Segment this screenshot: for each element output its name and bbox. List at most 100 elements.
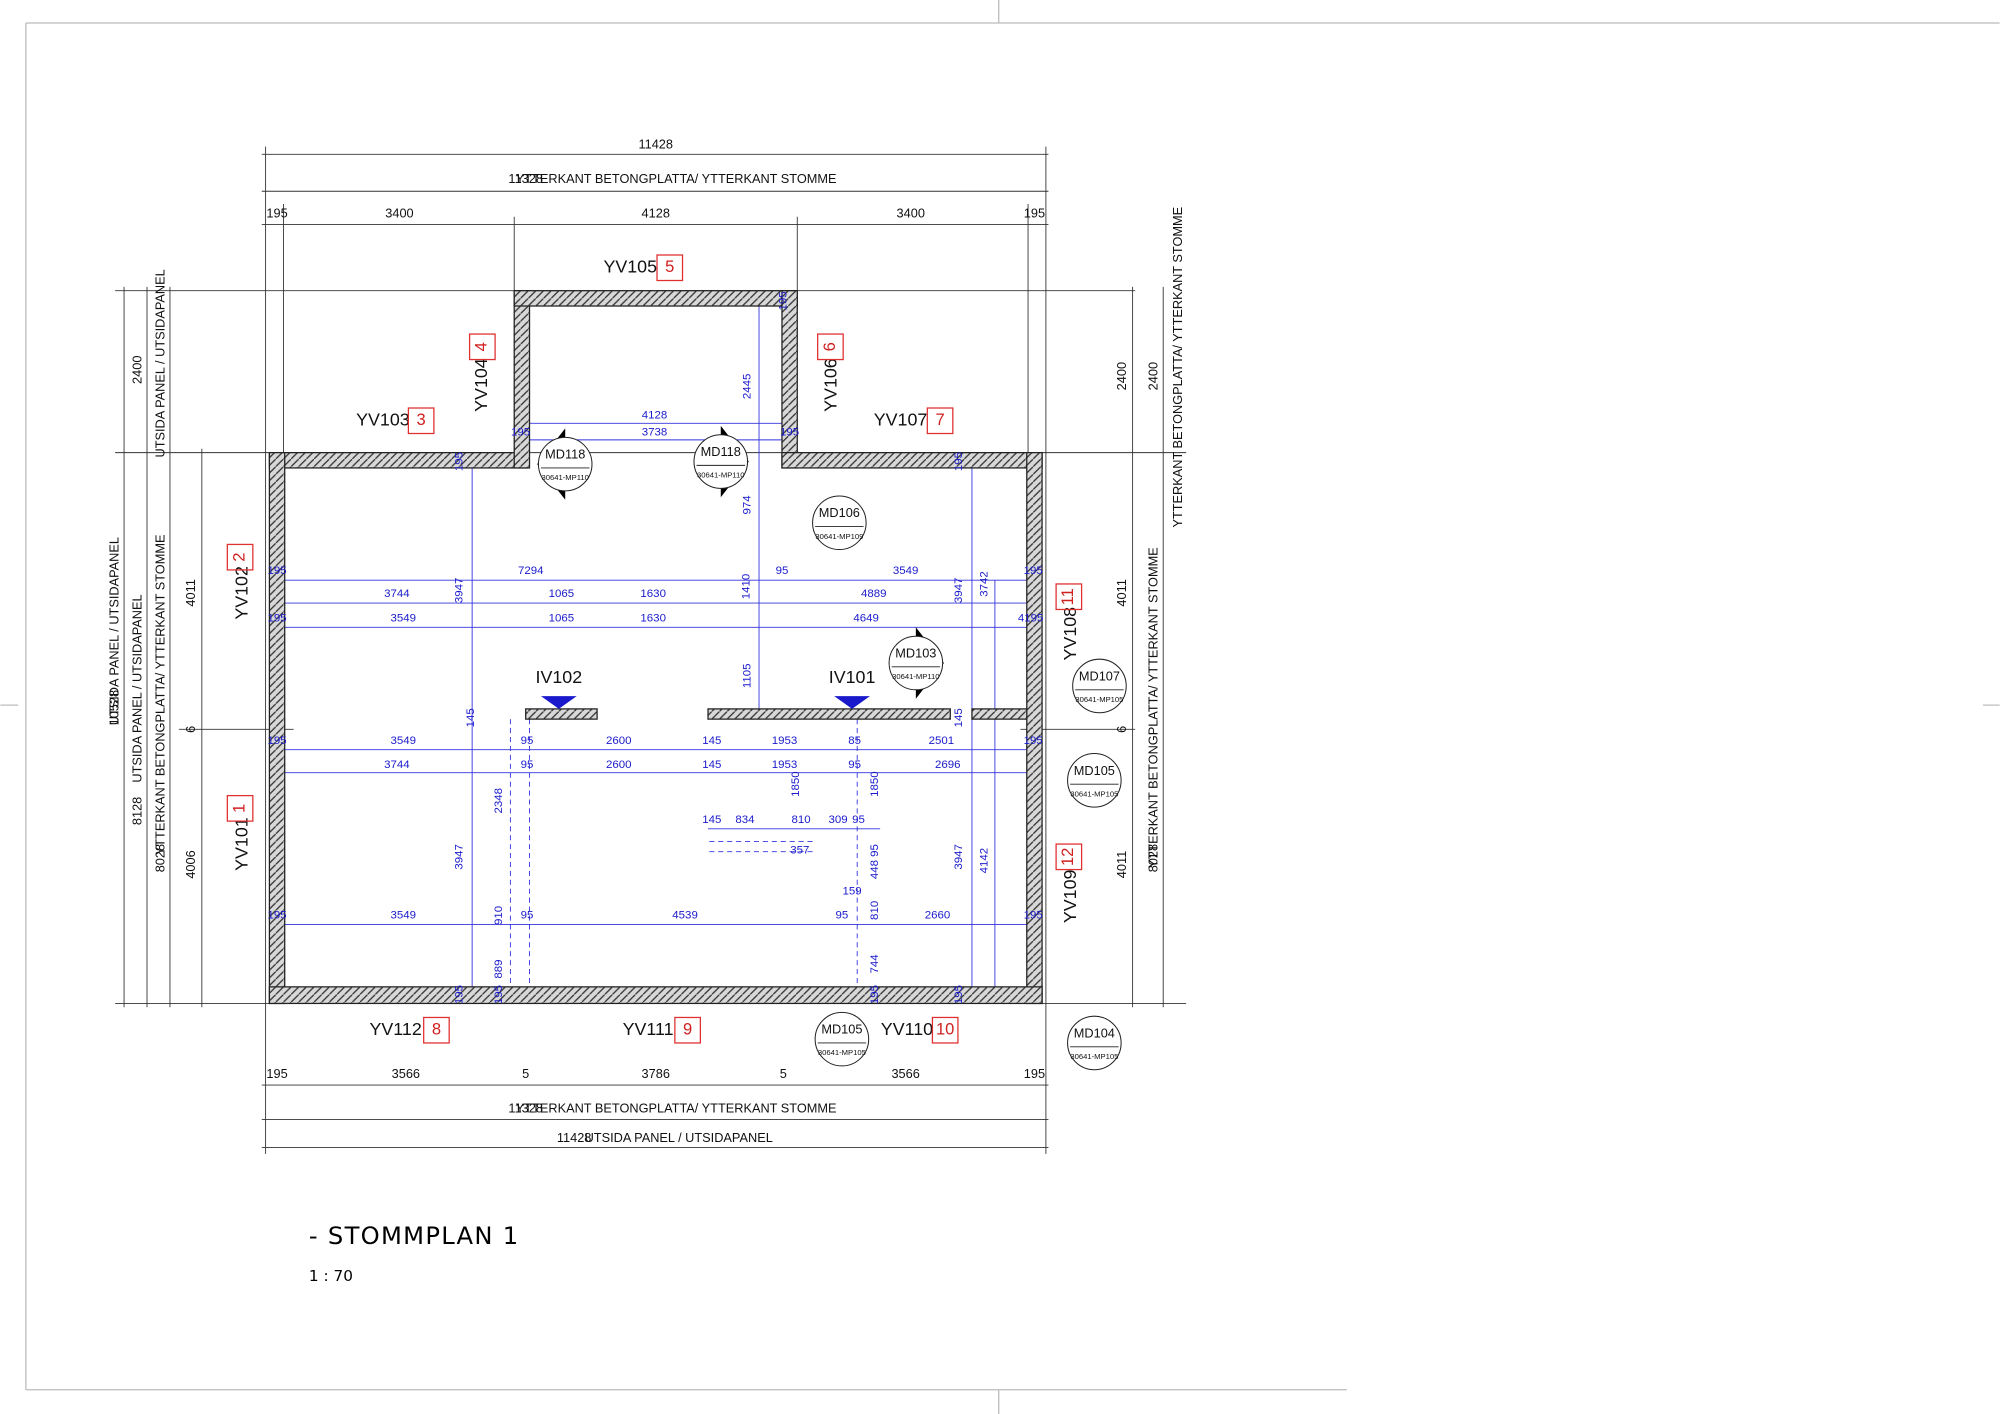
- detail-name: MD105: [821, 1022, 862, 1037]
- wall: [268, 451, 528, 469]
- dimension-text: 11428: [557, 1130, 592, 1145]
- dimension-text: 1410: [740, 574, 752, 600]
- dimension-text: 1630: [640, 588, 666, 600]
- interior-wall: [707, 708, 951, 720]
- detail-ref: 30641-MP110: [892, 672, 939, 681]
- dimension-text: 3947: [953, 844, 965, 870]
- dimension-text: 8128: [129, 797, 144, 825]
- dimension-text: 5: [780, 1066, 787, 1081]
- dimension-text: 95: [521, 759, 534, 771]
- dimension-text: 1065: [549, 588, 575, 600]
- wall-number: 7: [935, 410, 944, 429]
- wall: [513, 290, 531, 469]
- dimension-text: 4011: [183, 579, 198, 606]
- dimension-text: 834: [735, 814, 755, 826]
- wall-number: 3: [417, 410, 426, 429]
- dimension-text: 1850: [790, 771, 802, 797]
- wall-number: 5: [665, 257, 674, 276]
- dimension-text: YTTERKANT BETONGPLATTA/ YTTERKANT STOMME: [516, 171, 837, 186]
- dimension-text: 2501: [929, 735, 955, 747]
- dimension-text: 95: [521, 909, 534, 921]
- dimension-text: 195: [493, 985, 505, 1004]
- dimension-text: 95: [869, 844, 881, 857]
- wall-number: 4: [472, 342, 491, 351]
- dimension-text: 3566: [891, 1066, 919, 1081]
- dimension-text: 3566: [392, 1066, 420, 1081]
- dimension-text: 1953: [772, 735, 798, 747]
- wall-number-box: [407, 407, 435, 435]
- walls: [268, 290, 1043, 1005]
- dimension-text: 2600: [606, 759, 632, 771]
- dimension-text: 95: [852, 814, 865, 826]
- dimension-text: UTSIDA PANEL / UTSIDAPANEL: [152, 269, 167, 457]
- dimension-text: 1953: [772, 759, 798, 771]
- detail-ref: 30641-MP110: [697, 471, 744, 480]
- detail-ref: 30641-MP105: [818, 1048, 866, 1057]
- interior-wall-label: IV102: [536, 667, 583, 687]
- dimension-text: 4011: [1114, 851, 1129, 878]
- dimension-text: YTTERKANT BETONGPLATTA/ YTTERKANT STOMME: [516, 1101, 837, 1116]
- detail-name: MD107: [1079, 668, 1120, 683]
- wall-number-box: [656, 254, 684, 282]
- wall-number-box: [226, 543, 254, 571]
- dimension-text: 4142: [979, 848, 991, 874]
- dimension-text: 3947: [453, 844, 465, 870]
- dimension-text: 3744: [384, 759, 410, 771]
- dimension-text: 3947: [453, 578, 465, 604]
- dimension-text: 145: [465, 708, 477, 727]
- dimension-text: 145: [953, 708, 965, 727]
- dimension-text: 4128: [642, 206, 670, 221]
- dimension-text: 195: [1024, 735, 1043, 747]
- dimension-text: 4889: [861, 588, 887, 600]
- dimension-text: 159: [843, 885, 862, 897]
- dimension-text: 810: [869, 901, 881, 920]
- dimension-text: 85: [848, 735, 861, 747]
- dimension-text: 195: [453, 452, 465, 471]
- dimension-text: 2400: [1114, 362, 1129, 390]
- wall: [781, 290, 798, 469]
- dimension-text: 1850: [869, 771, 881, 797]
- wall-number-box: [926, 407, 954, 435]
- dimension-text: 195: [953, 985, 965, 1004]
- dimension-text: 2348: [493, 788, 505, 814]
- detail-ref: 30641-MP110: [541, 473, 588, 482]
- detail-ref: 30641-MP105: [1070, 789, 1118, 798]
- dimension-text: 195: [266, 206, 287, 221]
- dimension-text: 145: [702, 735, 721, 747]
- wall-number: 10: [936, 1020, 954, 1039]
- dimension-text: 195: [511, 426, 530, 438]
- dimension-text: 309: [829, 814, 848, 826]
- wall-label: YV106: [820, 358, 840, 412]
- inner-dimension-lines: [269, 306, 1043, 1004]
- drawing-title: - STOMMPLAN 1: [309, 1222, 519, 1250]
- dimension-text: YTTERKANT BETONGPLATTA/ YTTERKANT STOMME: [152, 535, 167, 856]
- dimension-text: 1105: [742, 663, 754, 688]
- wall-label: YV110: [881, 1019, 933, 1039]
- dimension-text: 8028: [152, 844, 167, 872]
- wall-number-box: [468, 333, 496, 361]
- dimension-text: 11328: [508, 171, 543, 186]
- detail-circle: [537, 436, 593, 492]
- dimension-text: 2600: [606, 735, 632, 747]
- dimension-text: UTSIDA PANEL / UTSIDAPANEL: [129, 594, 144, 782]
- dimension-text: 195: [453, 985, 465, 1004]
- wall: [781, 451, 1043, 469]
- dimension-text: 2445: [742, 374, 754, 400]
- dimension-text: UTSIDA PANEL / UTSIDAPANEL: [107, 537, 122, 725]
- wall-label: YV102: [231, 566, 251, 620]
- dimension-text: 4011: [1114, 579, 1129, 606]
- dimension-text: UTSIDA PANEL / UTSIDAPANEL: [585, 1130, 773, 1145]
- wall-label: YV105: [603, 256, 657, 276]
- dimension-text: 974: [742, 495, 754, 515]
- wall-number: 8: [432, 1020, 441, 1039]
- detail-ref: 30641-MP105: [1075, 695, 1123, 704]
- dimension-text: 195: [777, 291, 789, 310]
- dimension-text: 3400: [897, 206, 925, 221]
- wall-label: YV107: [874, 409, 928, 429]
- dimension-text: 3786: [642, 1066, 670, 1081]
- detail-circle: [1067, 753, 1122, 808]
- interior-wall: [525, 708, 598, 720]
- dimension-text: 810: [792, 814, 811, 826]
- wall-number-box: [817, 333, 844, 361]
